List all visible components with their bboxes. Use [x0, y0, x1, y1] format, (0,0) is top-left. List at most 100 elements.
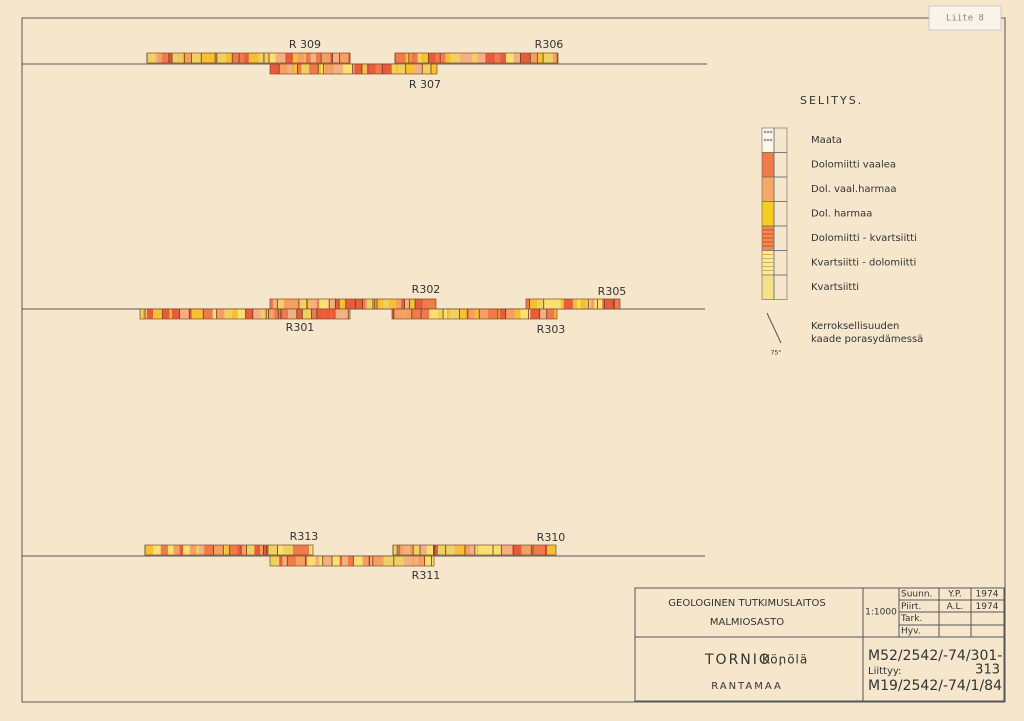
core-segment: [531, 545, 533, 555]
legend-label: Dolomiitti - kvartsiitti: [811, 233, 917, 244]
core-segment: [297, 53, 305, 63]
core-segment: [237, 545, 242, 555]
core-segment: [461, 53, 468, 63]
core-segment: [275, 53, 286, 63]
core-segment: [244, 53, 249, 63]
core-segment: [162, 53, 169, 63]
core-segment: [473, 309, 475, 319]
core-segment: [440, 53, 442, 63]
core-segment: [146, 309, 154, 319]
core-segment: [437, 309, 444, 319]
core-segment: [586, 299, 589, 309]
legend-cell: [773, 274, 788, 300]
core-segment: [563, 299, 573, 309]
core-segment: [152, 53, 156, 63]
core-segment: [382, 64, 392, 74]
core-segment: [201, 53, 208, 63]
core-segment: [419, 53, 421, 63]
core-segment: [231, 309, 238, 319]
core-segment: [367, 556, 370, 566]
area: RANTAMAA: [711, 681, 783, 692]
core-segment: [431, 64, 437, 74]
core-segment: [441, 53, 446, 63]
core-segment: [513, 53, 519, 63]
core-segment: [162, 309, 170, 319]
core-segment: [229, 545, 238, 555]
core-segment: [181, 53, 185, 63]
core-segment: [328, 64, 335, 74]
core-segment: [467, 53, 473, 63]
core-segment: [379, 299, 384, 309]
core-segment: [292, 64, 295, 74]
core-segment: [545, 545, 548, 555]
core-segment: [604, 299, 614, 309]
core-segment: [173, 545, 180, 555]
core-segment: [409, 299, 416, 309]
core-segment: [147, 53, 153, 63]
core-segment: [289, 299, 293, 309]
gravel-dot: [769, 138, 773, 142]
core-segment: [412, 64, 415, 74]
core-segment: [397, 545, 400, 555]
core-segment: [169, 309, 172, 319]
core-segment: [560, 299, 564, 309]
core-segment: [495, 53, 501, 63]
core-segment: [237, 309, 246, 319]
core-segment: [272, 53, 276, 63]
core-segment: [273, 299, 278, 309]
approval-cell: Piirt.: [901, 602, 921, 612]
core-segment: [270, 299, 274, 309]
core-segment: [456, 545, 465, 555]
core-segment: [418, 556, 425, 566]
core-segment: [309, 64, 319, 74]
core-segment: [444, 309, 448, 319]
core-segment: [305, 299, 307, 309]
dip-angle: 75°: [771, 350, 782, 357]
core-segment: [395, 64, 398, 74]
core-segment: [268, 53, 273, 63]
related-number: M19/2542/-74/1/84: [868, 678, 1002, 694]
core-segment: [552, 53, 558, 63]
core-segment: [315, 556, 320, 566]
core-segment: [263, 53, 269, 63]
core-segment: [403, 309, 412, 319]
core-segment: [252, 309, 261, 319]
title-frame: [634, 587, 1005, 702]
core-segment: [443, 309, 445, 319]
core-segment: [151, 545, 154, 555]
legend-swatch: [761, 201, 775, 227]
core-segment: [280, 309, 283, 319]
core-outline: [146, 52, 351, 64]
core-segment: [520, 53, 531, 63]
core-segment: [518, 53, 521, 63]
place: TORNIO ,: [704, 652, 785, 668]
core-segment: [421, 309, 430, 319]
core-segment: [594, 299, 598, 309]
core-segment: [597, 299, 603, 309]
core-segment: [179, 545, 184, 555]
core-outline: [144, 544, 314, 556]
core-segment: [602, 299, 605, 309]
core-segment: [374, 299, 378, 309]
core-segment: [292, 53, 295, 63]
core-segment: [383, 556, 392, 566]
core-segment: [353, 556, 363, 566]
gravel-dot: [769, 130, 773, 134]
core-segment: [292, 545, 303, 555]
hole-label: R311: [412, 569, 441, 582]
core-segment: [472, 53, 478, 63]
gravel-dot: [763, 130, 767, 134]
core-segment: [307, 299, 310, 309]
core-segment: [477, 53, 486, 63]
core-segment: [577, 299, 581, 309]
core-segment: [145, 545, 152, 555]
core-segment: [391, 556, 394, 566]
core-segment: [266, 545, 268, 555]
core-segment: [613, 299, 615, 309]
core-segment: [376, 556, 384, 566]
core-segment: [352, 64, 355, 74]
sheet-label: Liite 8: [946, 14, 984, 24]
core-segment: [307, 556, 316, 566]
